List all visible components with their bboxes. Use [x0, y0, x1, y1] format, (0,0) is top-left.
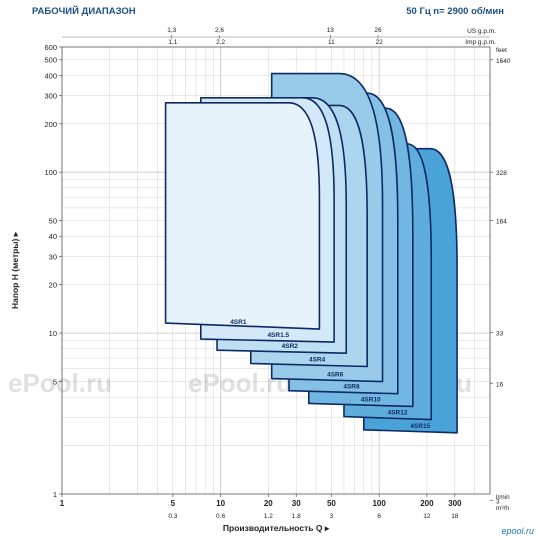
- x-tick-label: 30: [292, 499, 301, 508]
- curve-label: 4SR8: [343, 384, 360, 391]
- m3h-tick-label: 18: [451, 513, 459, 520]
- axes-layer: 1510203040501002003004005006003163316432…: [10, 27, 511, 533]
- feet-tick-label: 328: [496, 170, 507, 177]
- m3h-tick-label: 1.2: [264, 513, 273, 520]
- m3h-tick-label: 12: [423, 513, 431, 520]
- watermark-text: ePool.ru: [8, 368, 112, 398]
- y-tick-label: 10: [49, 329, 57, 338]
- us-tick-label: 13: [327, 27, 335, 34]
- x-tick-label: 5: [171, 499, 176, 508]
- feet-tick-label: 164: [496, 219, 507, 226]
- curve-label: 4SR15: [410, 423, 430, 430]
- m3h-tick-label: 6: [377, 513, 381, 520]
- y-tick-label: 500: [44, 56, 57, 65]
- y-tick-label: 1: [53, 490, 57, 499]
- us-unit-label: US g.p.m.: [467, 28, 496, 35]
- x-tick-label: 20: [264, 499, 273, 508]
- x-axis-title: Производительность Q ▸: [223, 523, 330, 533]
- y-tick-label: 300: [44, 91, 57, 100]
- x-tick-label: 200: [420, 499, 434, 508]
- curve-label: 4SR12: [388, 410, 408, 417]
- curve-label: 4SR6: [327, 372, 344, 379]
- y-tick-label: 600: [44, 43, 57, 52]
- y-tick-label: 5: [53, 378, 57, 387]
- feet-tick-label: 3: [496, 498, 500, 505]
- curve-label: 4SR10: [361, 396, 381, 403]
- us-tick-label: 2,6: [215, 27, 224, 34]
- us-tick-label: 1,3: [167, 27, 176, 34]
- imp-tick-label: 2,2: [216, 39, 225, 46]
- y-axis-title: Напор H (метры) ▸: [10, 231, 20, 309]
- curve-4sr1: [164, 101, 321, 330]
- y-tick-label: 30: [49, 252, 57, 261]
- imp-tick-label: 22: [376, 39, 384, 46]
- m3h-tick-label: 0.6: [216, 513, 225, 520]
- us-tick-label: 26: [374, 27, 382, 34]
- curve-label: 4SR4: [309, 357, 326, 364]
- feet-tick-label: 33: [496, 331, 504, 338]
- m3h-tick-label: 0.3: [168, 513, 177, 520]
- imp-unit-label: Imp g.p.m.: [465, 39, 496, 46]
- feet-tick-label: 1640: [496, 58, 511, 65]
- y-tick-label: 40: [49, 232, 57, 241]
- curve-label: 4SR1: [230, 319, 247, 326]
- m3h-unit-label: m³/h: [496, 505, 509, 512]
- imp-tick-label: 1,1: [168, 39, 177, 46]
- m3h-tick-label: 3: [330, 513, 334, 520]
- y-tick-label: 20: [49, 281, 57, 290]
- y-tick-label: 400: [44, 71, 57, 80]
- x-tick-label: 10: [216, 499, 225, 508]
- feet-unit-label: feet: [496, 47, 507, 54]
- chart-subtitle: 50 Гц n= 2900 об/мин: [406, 6, 504, 17]
- x-tick-label: 50: [327, 499, 336, 508]
- x-unit-label: l/min: [496, 494, 510, 501]
- plot-frame: [61, 46, 491, 495]
- chart-title: РАБОЧИЙ ДИАПАЗОН: [32, 6, 136, 17]
- feet-tick-label: 16: [496, 381, 504, 388]
- site-logo: epool.ru: [501, 526, 534, 536]
- x-tick-label: 100: [372, 499, 386, 508]
- imp-tick-label: 11: [328, 39, 335, 46]
- m3h-tick-label: 1.8: [292, 513, 301, 520]
- y-tick-label: 200: [44, 120, 57, 129]
- x-tick-label: 1: [60, 499, 65, 508]
- x-tick-label: 300: [448, 499, 462, 508]
- curve-label: 4SR2: [282, 343, 299, 350]
- y-tick-label: 100: [44, 168, 57, 177]
- curve-label: 4SR1.5: [267, 332, 289, 339]
- y-tick-label: 50: [49, 217, 57, 226]
